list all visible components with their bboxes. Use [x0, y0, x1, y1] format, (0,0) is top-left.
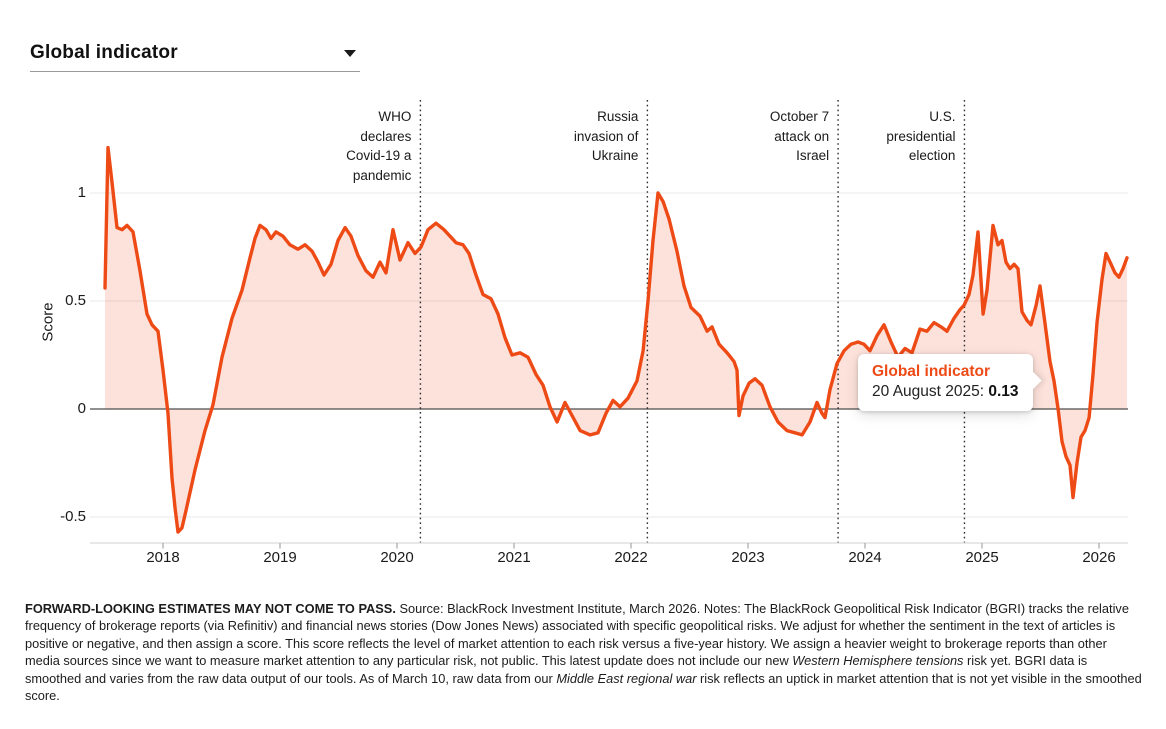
indicator-dropdown[interactable]: Global indicator [30, 42, 360, 72]
x-tick-label: 2025 [965, 549, 999, 566]
event-label-us-election: U.S. presidential election [886, 109, 956, 163]
y-tick-label: 1 [77, 184, 86, 201]
x-tick-label: 2019 [263, 549, 297, 566]
event-label-russia-ukraine: Russia invasion of Ukraine [573, 109, 639, 163]
y-tick-label: 0.5 [65, 292, 86, 309]
event-label-who-pandemic: WHO declares Covid-19 a pandemic [346, 109, 412, 183]
tooltip-date: 20 August 2025: [872, 383, 985, 400]
footer-notes-text: risk yet. BGRI data is smoothed and vari… [25, 653, 1088, 686]
y-tick-label: 0 [77, 400, 86, 417]
x-tick-label: 2026 [1082, 549, 1116, 566]
chevron-down-icon [344, 49, 356, 57]
footer-notes-text: risk reflects an uptick in market attent… [25, 670, 1142, 704]
x-tick-label: 2022 [614, 549, 648, 566]
x-tick-label: 2020 [380, 549, 414, 566]
area-fill [105, 147, 1127, 533]
event-label-october-7: October 7 attack on Israel [769, 109, 830, 163]
indicator-dropdown-label: Global indicator [30, 42, 178, 63]
footer-warning-text: FORWARD-LOOKING ESTIMATES MAY NOT COME T… [25, 601, 400, 616]
footer-risk-name: Western Hemisphere tensions [792, 653, 964, 669]
y-tick-label: -0.5 [60, 508, 86, 525]
footer-notes-text: Source: BlackRock Investment Institute, … [25, 601, 1129, 669]
x-tick-label: 2018 [146, 549, 180, 566]
tooltip-value-line: 20 August 2025: 0.13 [872, 383, 1019, 401]
x-tick-label: 2021 [497, 549, 531, 566]
tooltip-value: 0.13 [988, 383, 1019, 400]
footer-risk-name: Middle East regional war [556, 670, 697, 686]
x-tick-label: 2023 [731, 549, 765, 566]
x-tick-label: 2024 [848, 549, 882, 566]
tooltip-series-name: Global indicator [872, 363, 990, 380]
chart-tooltip: Global indicator 20 August 2025: 0.13 [858, 354, 1042, 411]
disclosure-text: FORWARD-LOOKING ESTIMATES MAY NOT COME T… [25, 600, 1142, 704]
indicator-line [103, 145, 1129, 534]
